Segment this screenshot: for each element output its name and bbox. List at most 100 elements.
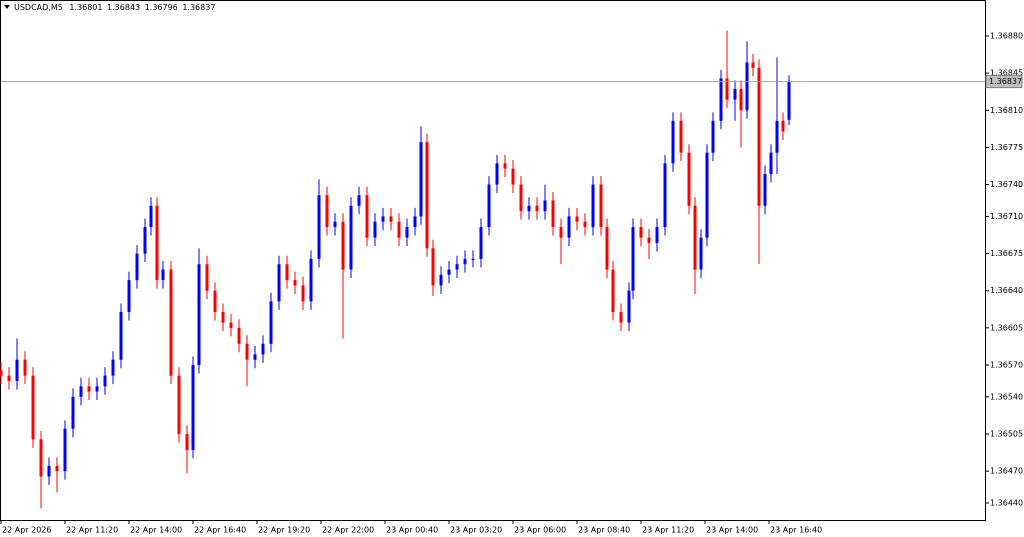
candle-body	[599, 184, 603, 228]
x-tick-label: 23 Apr 16:40	[770, 526, 822, 535]
price-label-box	[985, 75, 1023, 89]
candle-body	[463, 258, 467, 265]
candle-body	[431, 248, 435, 286]
candle-body	[213, 290, 217, 312]
candle-body	[719, 78, 723, 121]
candle-body	[269, 301, 273, 344]
y-tick-label: 1.36845	[990, 69, 1023, 78]
candle-body	[7, 375, 11, 381]
y-tick-label: 1.36470	[990, 467, 1023, 476]
candle-body	[527, 205, 531, 212]
symbol: USDCAD,M5	[14, 3, 63, 12]
price-label: 1.36837	[989, 77, 1022, 86]
header-low: 1.36796	[145, 3, 178, 12]
candle-body	[95, 386, 99, 392]
candle-body	[405, 227, 409, 238]
candle-body	[185, 434, 189, 450]
candle-body	[293, 280, 297, 286]
y-tick-label: 1.36570	[990, 361, 1023, 370]
y-tick-label: 1.36605	[990, 323, 1023, 332]
candle-body	[419, 142, 423, 217]
candle-body	[487, 184, 491, 228]
candle-body	[365, 195, 369, 238]
candle-body	[655, 227, 659, 243]
candle-body	[699, 237, 703, 270]
candle-body	[447, 269, 451, 275]
candle-body	[705, 152, 709, 238]
candle-body	[143, 227, 147, 254]
candle-body	[733, 89, 737, 100]
x-tick-label: 23 Apr 03:20	[450, 526, 502, 535]
candle-body	[23, 359, 27, 376]
candle-body	[631, 227, 635, 291]
y-tick-label: 1.36880	[990, 31, 1023, 40]
candle-body	[745, 62, 749, 111]
candle-body	[47, 465, 51, 477]
candle-body	[583, 221, 587, 228]
candle-body	[439, 274, 443, 286]
candle-body	[619, 311, 623, 323]
candle-body	[135, 253, 139, 281]
x-tick-label: 22 Apr 22:00	[322, 526, 374, 535]
header-high: 1.36843	[107, 3, 140, 12]
candle-body	[663, 163, 667, 228]
candle-body	[757, 67, 761, 206]
candle-body	[349, 205, 353, 270]
candle-body	[671, 120, 675, 164]
candle-body	[559, 227, 563, 238]
candle-body	[0, 370, 3, 376]
plot-frame	[0, 0, 986, 521]
candle-body	[161, 269, 165, 281]
candle-body	[627, 290, 631, 323]
candle-body	[739, 89, 743, 111]
candle-body	[87, 386, 91, 392]
candle-body	[543, 200, 547, 212]
menu-arrow[interactable]	[4, 5, 10, 9]
candle-body	[31, 375, 35, 440]
y-tick-label: 1.36710	[990, 212, 1023, 221]
candle-body	[285, 264, 289, 281]
y-tick-label: 1.36810	[990, 106, 1023, 115]
x-tick-label: 23 Apr 11:20	[642, 526, 694, 535]
candle-body	[103, 375, 107, 387]
candle-body	[15, 359, 19, 381]
candle-body	[191, 365, 195, 450]
candle-body	[63, 428, 67, 472]
candle-body	[693, 205, 697, 270]
candle-body	[725, 78, 729, 100]
x-tick-label: 22 Apr 19:20	[258, 526, 310, 535]
candle-body	[567, 216, 571, 238]
x-tick-label: 22 Apr 16:40	[194, 526, 246, 535]
candle-body	[751, 62, 755, 68]
candle-body	[591, 184, 595, 228]
y-tick-label: 1.36505	[990, 430, 1023, 439]
candle-body	[277, 264, 281, 302]
y-tick-label: 1.36640	[990, 286, 1023, 295]
y-tick-label: 1.36440	[990, 499, 1023, 508]
candle-body	[119, 311, 123, 360]
candle-body	[495, 163, 499, 185]
candle-body	[79, 386, 83, 397]
candle-body	[763, 173, 767, 206]
candle-body	[605, 227, 609, 270]
candle-body	[575, 216, 579, 222]
candle-body	[245, 343, 249, 360]
candle-body	[687, 152, 691, 206]
candle-body	[111, 359, 115, 376]
candle-body	[535, 205, 539, 212]
candle-body	[325, 195, 329, 228]
candle-body	[229, 322, 233, 328]
candle-body	[711, 120, 715, 153]
x-tick-label: 22 Apr 2026	[2, 526, 51, 535]
candle-body	[455, 264, 459, 270]
candle-body	[471, 258, 475, 260]
candle-body	[679, 120, 683, 153]
candle-body	[611, 269, 615, 312]
header: USDCAD,M5 1.36801 1.36843 1.36796 1.3683…	[14, 3, 215, 12]
candle-body	[775, 120, 779, 153]
candle-body	[261, 343, 265, 355]
candle-body	[341, 221, 345, 270]
candle-body	[221, 311, 225, 323]
candle-body	[155, 205, 159, 281]
